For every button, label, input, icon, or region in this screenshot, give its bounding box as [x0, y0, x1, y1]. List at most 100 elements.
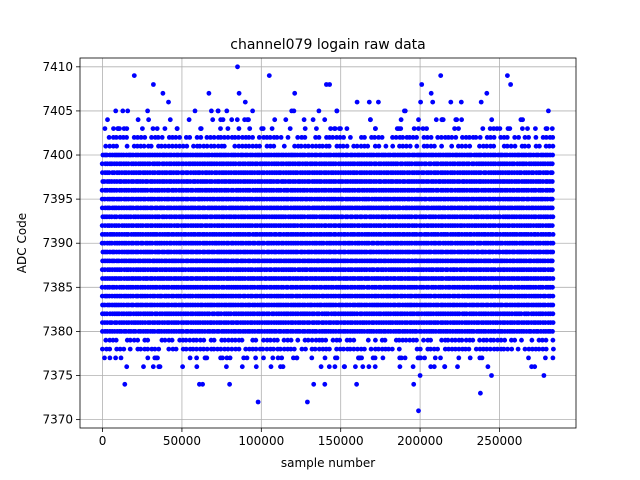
- data-point: [458, 99, 464, 105]
- data-point: [516, 135, 521, 140]
- data-point: [240, 143, 245, 149]
- data-point: [463, 135, 469, 140]
- data-point: [537, 143, 542, 149]
- data-point: [177, 135, 183, 140]
- data-point: [351, 337, 357, 343]
- data-point: [421, 337, 426, 343]
- data-point: [541, 373, 547, 378]
- data-point: [453, 117, 459, 123]
- data-point: [543, 143, 549, 149]
- data-point: [260, 346, 266, 352]
- data-point: [407, 143, 413, 149]
- data-point: [239, 364, 245, 370]
- data-point: [102, 355, 107, 361]
- data-point: [256, 258, 262, 264]
- data-point: [192, 108, 198, 114]
- data-point: [197, 143, 203, 149]
- data-point: [314, 126, 319, 131]
- data-point: [162, 126, 168, 131]
- data-point: [550, 187, 555, 193]
- data-point: [380, 355, 386, 361]
- data-point: [366, 99, 372, 105]
- data-point: [414, 337, 419, 343]
- data-point: [550, 311, 556, 317]
- data-point: [435, 135, 441, 140]
- data-point: [473, 346, 479, 352]
- data-point: [244, 355, 250, 361]
- data-point: [332, 126, 337, 131]
- data-point: [449, 346, 455, 352]
- data-point: [281, 143, 287, 149]
- data-point: [257, 143, 262, 149]
- data-point: [157, 364, 163, 370]
- data-point: [372, 355, 378, 361]
- data-point: [533, 143, 539, 149]
- x-tick-label: 50000: [163, 434, 201, 448]
- x-axis-label: sample number: [281, 456, 375, 470]
- data-point: [141, 143, 147, 149]
- data-point: [411, 126, 417, 131]
- data-point: [505, 73, 510, 78]
- data-point: [550, 249, 556, 255]
- data-point: [114, 143, 119, 149]
- data-point: [550, 143, 556, 149]
- data-point: [341, 346, 346, 352]
- data-point: [432, 143, 437, 149]
- data-point: [211, 337, 217, 343]
- data-point: [373, 337, 378, 343]
- data-point: [337, 346, 343, 352]
- data-point: [261, 355, 266, 361]
- data-point: [169, 337, 175, 343]
- data-point: [113, 355, 118, 361]
- y-axis-label: ADC Code: [15, 213, 29, 273]
- data-point: [224, 364, 229, 370]
- data-point: [278, 364, 283, 370]
- data-point: [550, 135, 556, 140]
- data-point: [550, 267, 555, 273]
- data-point: [495, 346, 500, 352]
- data-point: [424, 126, 429, 131]
- data-point: [536, 346, 542, 352]
- data-point: [320, 346, 326, 352]
- data-point: [135, 135, 141, 140]
- data-point: [211, 346, 217, 352]
- data-point: [439, 337, 444, 343]
- data-point: [211, 143, 217, 149]
- data-point: [512, 135, 518, 140]
- data-point: [414, 143, 420, 149]
- data-point: [303, 346, 308, 352]
- data-point: [453, 135, 459, 140]
- data-point: [225, 135, 231, 140]
- data-point: [250, 346, 256, 352]
- data-point: [489, 373, 494, 378]
- data-point: [484, 135, 490, 140]
- data-point: [546, 108, 551, 114]
- data-point: [484, 143, 490, 149]
- y-tick-label: 7380: [42, 324, 73, 338]
- data-point: [200, 381, 206, 387]
- data-point: [114, 346, 120, 352]
- data-point: [549, 126, 555, 131]
- data-point: [174, 126, 180, 131]
- data-point: [400, 337, 406, 343]
- data-point: [275, 337, 280, 343]
- data-point: [459, 337, 465, 343]
- data-point: [173, 346, 179, 352]
- data-point: [362, 135, 367, 140]
- data-point: [520, 117, 525, 123]
- data-point: [368, 346, 374, 352]
- x-axis-ticks: 0 50000 100000 150000 200000 250000: [99, 428, 522, 448]
- data-point: [121, 346, 127, 352]
- data-point: [266, 73, 272, 78]
- data-point: [355, 346, 360, 352]
- data-point: [264, 143, 270, 149]
- data-point: [253, 355, 258, 361]
- data-point: [291, 108, 297, 114]
- data-point: [550, 320, 556, 325]
- data-point: [418, 99, 423, 105]
- data-point: [259, 126, 265, 131]
- data-point: [347, 346, 353, 352]
- data-point: [102, 126, 108, 131]
- data-point: [549, 179, 555, 184]
- data-points: [99, 64, 556, 414]
